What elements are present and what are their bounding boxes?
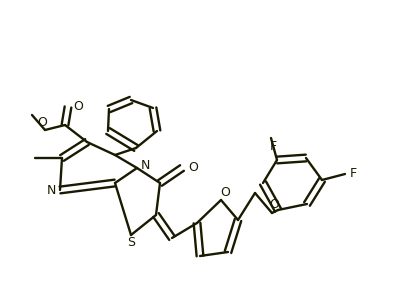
Text: O: O (73, 99, 83, 113)
Text: O: O (269, 197, 279, 211)
Text: N: N (140, 159, 150, 171)
Text: F: F (350, 166, 356, 180)
Text: O: O (220, 185, 230, 199)
Text: O: O (188, 161, 198, 174)
Text: F: F (270, 140, 276, 152)
Text: S: S (127, 237, 135, 249)
Text: O: O (37, 115, 47, 129)
Text: N: N (46, 184, 56, 196)
